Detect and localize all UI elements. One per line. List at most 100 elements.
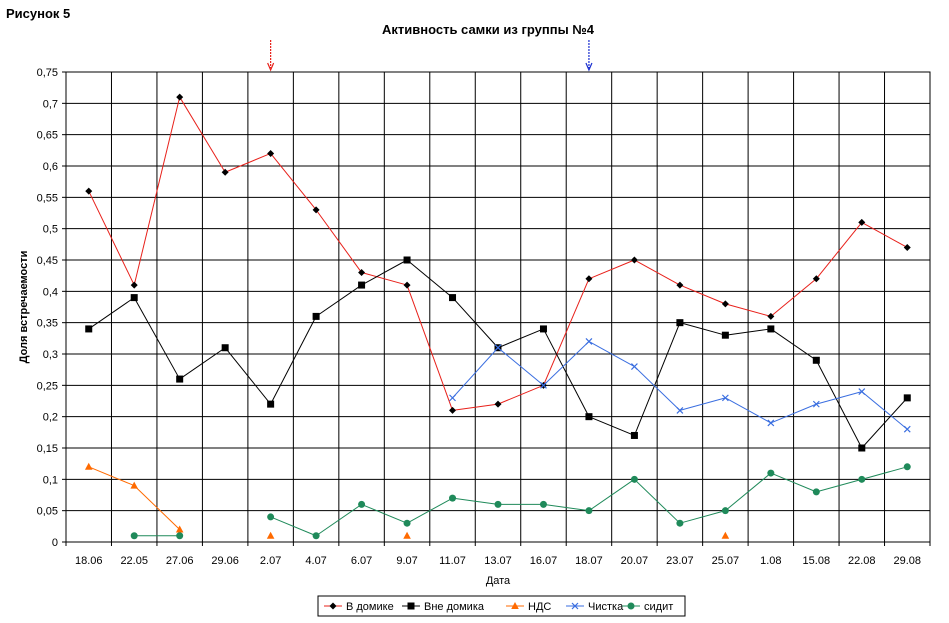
series-1-point xyxy=(403,281,411,289)
chart-title: Активность самки из группы №4 xyxy=(382,22,595,37)
legend-label: сидит xyxy=(644,601,673,613)
series-1-line xyxy=(588,259,635,280)
series-4-point xyxy=(630,363,638,370)
series-5-point xyxy=(130,532,138,540)
x-tick-label: 6.07 xyxy=(351,555,372,567)
series-2-line xyxy=(224,347,272,405)
series-5-point xyxy=(858,475,866,483)
x-tick-label: 29.06 xyxy=(211,555,239,567)
series-2-line xyxy=(452,297,499,349)
series-5-point xyxy=(585,507,593,515)
series-5-point xyxy=(312,532,320,540)
series-1-line xyxy=(725,303,771,317)
series-4-line xyxy=(725,397,772,424)
series-3-point xyxy=(721,531,730,539)
x-tick-label: 18.07 xyxy=(575,555,603,567)
series-2-point xyxy=(903,394,911,402)
y-tick-label: 0,6 xyxy=(43,161,58,173)
x-tick-label: 27.06 xyxy=(166,555,194,567)
event-arrow-head xyxy=(267,62,275,72)
y-tick-label: 0,1 xyxy=(43,474,58,486)
x-tick-label: 13.07 xyxy=(484,555,512,567)
series-2-line xyxy=(361,259,408,286)
legend-swatch-marker xyxy=(407,602,415,610)
series-2-point xyxy=(721,331,729,339)
y-axis-title: Доля встречаемости xyxy=(18,251,30,364)
series-1-point xyxy=(721,300,729,308)
series-1-line xyxy=(634,259,681,286)
series-2-line xyxy=(725,328,771,336)
series-2-line xyxy=(88,297,135,330)
series-5-line xyxy=(543,503,590,512)
series-5-line xyxy=(770,472,817,493)
series-4-point xyxy=(812,400,820,408)
series-3-point xyxy=(266,531,275,539)
series-5-line xyxy=(816,478,862,493)
series-5-line xyxy=(270,516,317,537)
y-tick-label: 0,35 xyxy=(37,318,58,330)
series-5-point xyxy=(539,500,547,508)
series-2-line xyxy=(815,360,863,449)
figure-label: Рисунок 5 xyxy=(6,6,71,21)
x-tick-label: 4.07 xyxy=(305,555,326,567)
series-4-line xyxy=(861,391,908,430)
series-2-point xyxy=(85,325,93,333)
series-1-line xyxy=(815,222,863,280)
series-1-line xyxy=(543,278,590,386)
y-tick-label: 0 xyxy=(52,537,58,549)
series-2-point xyxy=(358,281,366,289)
series-1-point xyxy=(358,269,366,277)
series-4-line xyxy=(497,347,544,386)
series-5-point xyxy=(721,507,729,515)
series-1-point xyxy=(85,187,93,195)
series-5-line xyxy=(452,497,499,505)
series-1-line xyxy=(361,272,408,286)
series-4-point xyxy=(585,338,593,345)
series-2-line xyxy=(315,284,362,317)
y-tick-label: 0,15 xyxy=(37,443,58,455)
series-2-point xyxy=(130,294,138,302)
legend-label: Чистка xyxy=(588,601,624,613)
series-1-line xyxy=(497,384,544,405)
series-3-line xyxy=(133,485,181,530)
series-2-point xyxy=(449,294,457,302)
x-tick-label: 15.08 xyxy=(803,555,831,567)
series-1-line xyxy=(770,278,817,317)
series-5-point xyxy=(767,469,775,477)
series-2-point xyxy=(858,444,866,452)
series-4-line xyxy=(770,403,817,424)
series-5-point xyxy=(630,475,638,483)
series-5-line xyxy=(634,478,681,524)
series-4-point xyxy=(494,344,502,352)
series-5-line xyxy=(315,503,362,537)
series-4-point xyxy=(540,381,547,389)
series-1-point xyxy=(767,312,775,320)
series-2-line xyxy=(133,297,181,380)
series-1-point xyxy=(812,275,820,283)
series-1-line xyxy=(452,403,499,411)
series-2-point xyxy=(767,325,775,333)
series-3-point xyxy=(175,525,184,533)
x-tick-label: 18.06 xyxy=(75,555,103,567)
series-2-point xyxy=(585,413,593,421)
series-4-point xyxy=(767,419,775,427)
y-tick-label: 0,2 xyxy=(43,412,58,424)
y-tick-label: 0,4 xyxy=(43,286,58,298)
series-4-line xyxy=(634,366,681,411)
series-2-line xyxy=(543,328,590,417)
series-5-line xyxy=(725,472,772,512)
series-2-line xyxy=(679,322,726,336)
series-4-line xyxy=(452,347,499,399)
x-tick-label: 1.08 xyxy=(760,555,781,567)
series-1-line xyxy=(179,96,226,173)
series-3-line xyxy=(88,466,135,487)
series-2-line xyxy=(270,316,317,405)
series-5-line xyxy=(679,510,726,524)
series-1-point xyxy=(676,281,684,289)
series-5-point xyxy=(494,500,502,508)
series-1-point xyxy=(449,406,457,414)
series-5-point xyxy=(812,488,820,496)
series-2-point xyxy=(312,312,320,320)
series-1-point xyxy=(630,256,638,264)
series-2-line xyxy=(633,322,681,436)
